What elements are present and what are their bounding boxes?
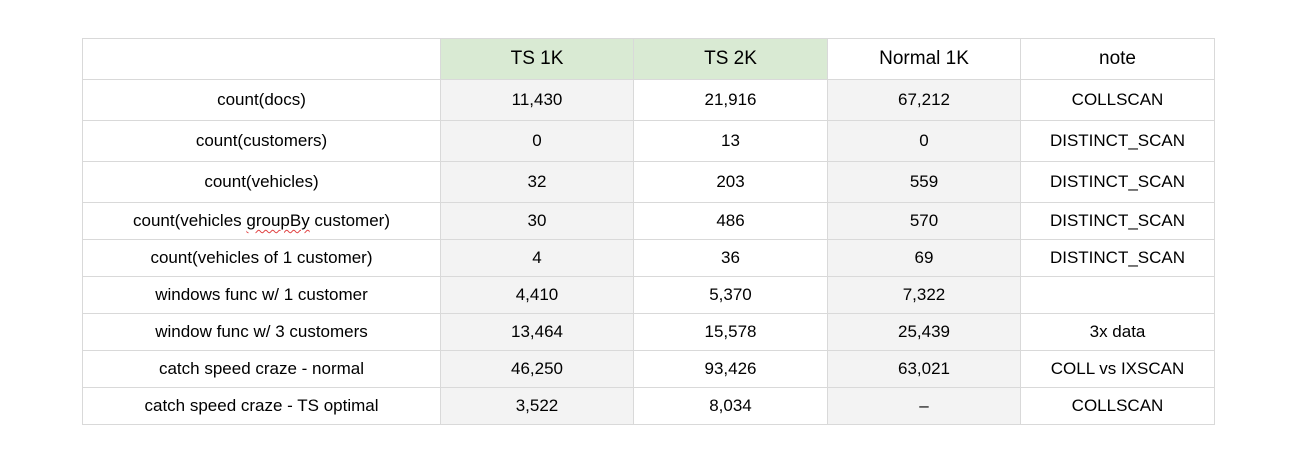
- normal-1k-cell[interactable]: 67,212: [827, 79, 1021, 121]
- normal-1k-cell[interactable]: –: [827, 387, 1021, 425]
- header-cell-note[interactable]: note: [1020, 38, 1215, 80]
- table-row: count(customers) 0 13 0 DISTINCT_SCAN: [82, 120, 1215, 162]
- header-cell-ts-1k[interactable]: TS 1K: [440, 38, 634, 80]
- table-row: count(vehicles) 32 203 559 DISTINCT_SCAN: [82, 161, 1215, 203]
- ts-2k-cell[interactable]: 8,034: [633, 387, 828, 425]
- spreadsheet-table: TS 1K TS 2K Normal 1K note count(docs) 1…: [82, 38, 1215, 425]
- ts-1k-cell[interactable]: 30: [440, 202, 634, 240]
- normal-1k-cell[interactable]: 559: [827, 161, 1021, 203]
- table-row: catch speed craze - normal 46,250 93,426…: [82, 350, 1215, 388]
- ts-2k-cell[interactable]: 21,916: [633, 79, 828, 121]
- ts-1k-cell[interactable]: 4: [440, 239, 634, 277]
- ts-2k-cell[interactable]: 203: [633, 161, 828, 203]
- table-row: count(vehicles groupBy customer) 30 486 …: [82, 202, 1215, 240]
- note-cell[interactable]: DISTINCT_SCAN: [1020, 202, 1215, 240]
- normal-1k-cell[interactable]: 69: [827, 239, 1021, 277]
- row-label-cell[interactable]: windows func w/ 1 customer: [82, 276, 441, 314]
- table-row: count(vehicles of 1 customer) 4 36 69 DI…: [82, 239, 1215, 277]
- row-label-cell[interactable]: count(vehicles groupBy customer): [82, 202, 441, 240]
- table-row: windows func w/ 1 customer 4,410 5,370 7…: [82, 276, 1215, 314]
- row-label-cell[interactable]: window func w/ 3 customers: [82, 313, 441, 351]
- row-label-cell[interactable]: count(customers): [82, 120, 441, 162]
- spellcheck-flagged-word: groupBy: [246, 211, 310, 230]
- note-cell[interactable]: DISTINCT_SCAN: [1020, 239, 1215, 277]
- ts-1k-cell[interactable]: 3,522: [440, 387, 634, 425]
- ts-1k-cell[interactable]: 46,250: [440, 350, 634, 388]
- ts-2k-cell[interactable]: 5,370: [633, 276, 828, 314]
- note-cell[interactable]: DISTINCT_SCAN: [1020, 161, 1215, 203]
- note-cell[interactable]: 3x data: [1020, 313, 1215, 351]
- header-cell-corner[interactable]: [82, 38, 441, 80]
- ts-1k-cell[interactable]: 11,430: [440, 79, 634, 121]
- table-header-row: TS 1K TS 2K Normal 1K note: [82, 38, 1215, 80]
- note-cell[interactable]: COLLSCAN: [1020, 79, 1215, 121]
- header-cell-normal-1k[interactable]: Normal 1K: [827, 38, 1021, 80]
- ts-1k-cell[interactable]: 13,464: [440, 313, 634, 351]
- row-label-cell[interactable]: count(vehicles): [82, 161, 441, 203]
- row-label-cell[interactable]: count(vehicles of 1 customer): [82, 239, 441, 277]
- row-label-cell[interactable]: catch speed craze - TS optimal: [82, 387, 441, 425]
- note-cell[interactable]: [1020, 276, 1215, 314]
- ts-2k-cell[interactable]: 15,578: [633, 313, 828, 351]
- normal-1k-cell[interactable]: 25,439: [827, 313, 1021, 351]
- table-row: window func w/ 3 customers 13,464 15,578…: [82, 313, 1215, 351]
- ts-2k-cell[interactable]: 13: [633, 120, 828, 162]
- normal-1k-cell[interactable]: 0: [827, 120, 1021, 162]
- note-cell[interactable]: DISTINCT_SCAN: [1020, 120, 1215, 162]
- header-cell-ts-2k[interactable]: TS 2K: [633, 38, 828, 80]
- row-label-cell[interactable]: catch speed craze - normal: [82, 350, 441, 388]
- ts-1k-cell[interactable]: 4,410: [440, 276, 634, 314]
- note-cell[interactable]: COLL vs IXSCAN: [1020, 350, 1215, 388]
- ts-2k-cell[interactable]: 486: [633, 202, 828, 240]
- label-text: count(vehicles: [132, 211, 247, 230]
- ts-1k-cell[interactable]: 32: [440, 161, 634, 203]
- ts-1k-cell[interactable]: 0: [440, 120, 634, 162]
- normal-1k-cell[interactable]: 63,021: [827, 350, 1021, 388]
- normal-1k-cell[interactable]: 7,322: [827, 276, 1021, 314]
- table-row: count(docs) 11,430 21,916 67,212 COLLSCA…: [82, 79, 1215, 121]
- table-row: catch speed craze - TS optimal 3,522 8,0…: [82, 387, 1215, 425]
- ts-2k-cell[interactable]: 93,426: [633, 350, 828, 388]
- normal-1k-cell[interactable]: 570: [827, 202, 1021, 240]
- row-label-cell[interactable]: count(docs): [82, 79, 441, 121]
- note-cell[interactable]: COLLSCAN: [1020, 387, 1215, 425]
- label-text: customer): [309, 211, 390, 230]
- ts-2k-cell[interactable]: 36: [633, 239, 828, 277]
